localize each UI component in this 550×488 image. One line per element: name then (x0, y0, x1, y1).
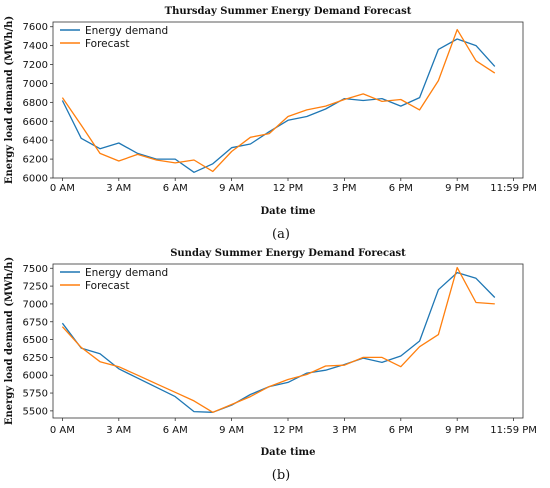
chart-title: Thursday Summer Energy Demand Forecast (165, 6, 412, 17)
legend-label: Energy demand (85, 25, 168, 37)
y-tick-label: 7600 (23, 22, 48, 33)
y-tick-label: 7400 (23, 41, 48, 52)
x-tick-label: 9 PM (445, 425, 469, 436)
y-axis-label: Energy load demand (MWh/h) (4, 16, 15, 184)
y-tick-label: 7200 (23, 60, 48, 71)
x-tick-label: 11:59 PM (490, 425, 537, 436)
series-line-forecast (61, 28, 496, 173)
x-tick-label: 9 AM (219, 183, 244, 194)
x-tick-label: 6 AM (163, 425, 188, 436)
y-tick-label: 5750 (23, 389, 48, 400)
y-tick-label: 6250 (23, 353, 48, 364)
figure-caption: (b) (272, 468, 290, 483)
x-tick-label: 3 PM (332, 183, 356, 194)
chart-title: Sunday Summer Energy Demand Forecast (170, 248, 406, 259)
y-tick-label: 6600 (23, 117, 48, 128)
x-tick-label: 3 PM (332, 425, 356, 436)
x-tick-label: 9 PM (445, 183, 469, 194)
series-line-forecast (61, 266, 495, 413)
y-tick-label: 5500 (23, 406, 48, 417)
legend-label: Energy demand (85, 267, 168, 279)
y-tick-label: 7500 (23, 264, 48, 275)
y-axis-label: Energy load demand (MWh/h) (4, 257, 15, 425)
y-tick-label: 6000 (23, 174, 48, 185)
x-tick-label: 3 AM (106, 183, 131, 194)
chart-thursday: Thursday Summer Energy Demand Forecast 60… (4, 6, 537, 242)
x-axis-label: Date time (261, 206, 316, 217)
x-tick-label: 9 AM (219, 425, 244, 436)
x-axis-label: Date time (261, 447, 316, 458)
series-line-energy-demand (61, 38, 496, 173)
x-tick-label: 6 PM (389, 183, 413, 194)
legend-label: Forecast (85, 38, 129, 50)
x-tick-label: 0 AM (50, 183, 75, 194)
y-tick-label: 6400 (23, 136, 48, 147)
figure-caption: (a) (272, 227, 290, 242)
y-tick-label: 6500 (23, 335, 48, 346)
x-tick-label: 6 PM (389, 425, 413, 436)
y-tick-label: 7250 (23, 282, 48, 293)
x-tick-label: 12 PM (273, 425, 304, 436)
x-tick-label: 12 PM (273, 183, 304, 194)
series-line-energy-demand (61, 271, 496, 413)
y-tick-label: 7000 (23, 299, 48, 310)
x-tick-label: 6 AM (163, 183, 188, 194)
legend-label: Forecast (85, 280, 129, 292)
chart-sunday: Sunday Summer Energy Demand Forecast 5500… (4, 248, 537, 483)
y-tick-label: 6000 (23, 371, 48, 382)
x-tick-label: 11:59 PM (490, 183, 537, 194)
x-tick-label: 0 AM (50, 425, 75, 436)
y-tick-label: 6800 (23, 98, 48, 109)
x-tick-label: 3 AM (106, 425, 131, 436)
y-tick-label: 6200 (23, 155, 48, 166)
y-tick-label: 7000 (23, 79, 48, 90)
y-tick-label: 6750 (23, 317, 48, 328)
